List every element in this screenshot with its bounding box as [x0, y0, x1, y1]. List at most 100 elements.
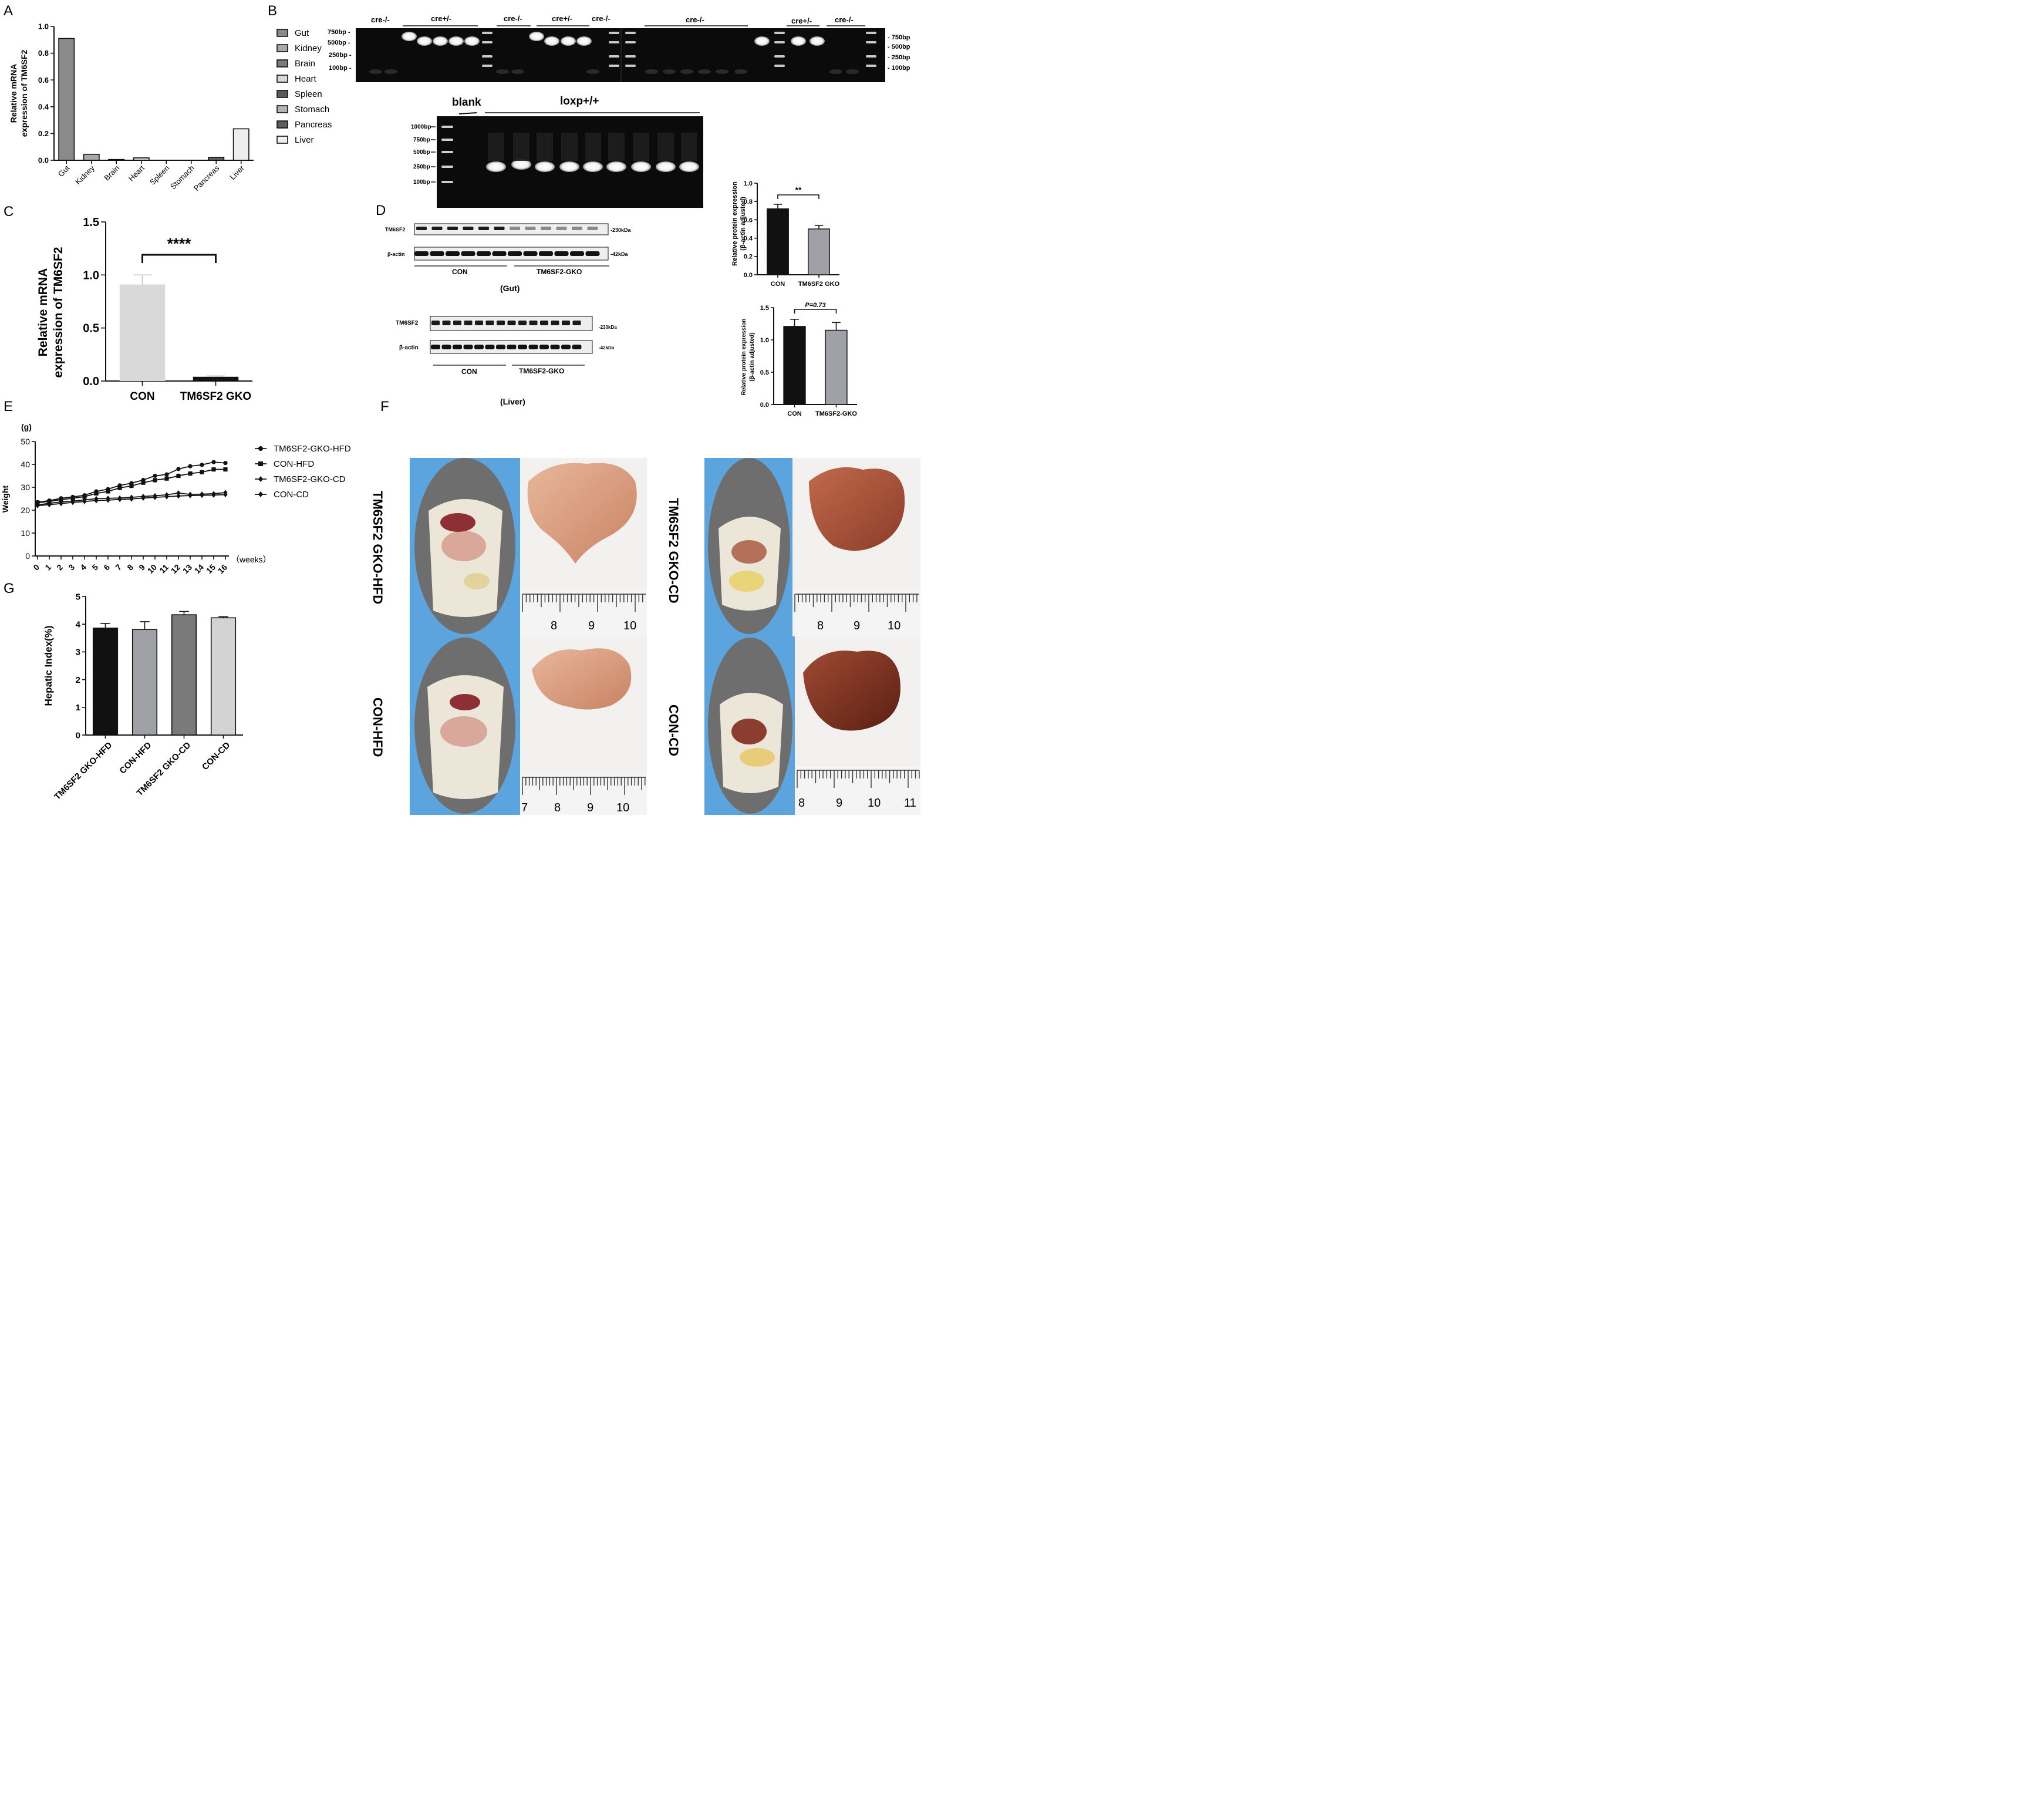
blot-band-actin — [570, 251, 584, 256]
significance-label: **** — [167, 235, 191, 252]
data-point — [164, 472, 169, 477]
blot-band-tm6sf2 — [510, 227, 520, 230]
panel-letter-f: F — [380, 399, 389, 414]
blot-d-liver-bands — [431, 321, 582, 349]
gel-b-size-750-left: 750bp - — [328, 29, 350, 36]
data-point — [223, 461, 228, 466]
blot-band-actin — [518, 345, 527, 349]
blot-band-actin — [554, 251, 569, 256]
y-axis-label: Weight — [1, 485, 10, 513]
data-point — [188, 493, 193, 498]
photo-gko-hfd-mouse — [410, 458, 520, 636]
data-point — [188, 464, 193, 468]
x-tick-label: TM6SF2-GKO — [815, 410, 857, 417]
photo-label-con-cd: CON-CD — [666, 705, 681, 756]
blot-band-tm6sf2 — [416, 227, 427, 230]
blot-d-liver-kda-230: -230kDa — [599, 325, 617, 330]
y-tick-label: 0.0 — [744, 272, 753, 279]
data-point — [106, 489, 110, 494]
bar-con — [783, 326, 806, 405]
ladder-band — [866, 55, 876, 58]
ruler-bottom-right: 8 9 10 11 — [795, 767, 920, 815]
data-point — [211, 467, 216, 472]
bar-tm6sf2-gko-hfd — [92, 628, 119, 736]
gel-b-ladder-250: 250bp — [413, 164, 430, 170]
legend-label: CON-CD — [274, 490, 309, 500]
x-tick-label: 16 — [216, 562, 229, 575]
ladder-band — [625, 65, 636, 67]
ladder-band — [441, 166, 453, 168]
data-point — [164, 494, 169, 500]
x-tick-label: 7 — [113, 562, 123, 572]
x-tick-label: Kidney — [73, 163, 96, 186]
blot-band-actin — [485, 345, 495, 349]
data-point — [94, 491, 99, 496]
y-axis-label: (β-actin adjusted) — [740, 197, 747, 251]
blot-band-tm6sf2 — [478, 227, 489, 230]
blot-band-tm6sf2 — [453, 321, 461, 325]
gel-b-group-6: cre-/- — [686, 15, 704, 24]
x-tick-label: CON — [771, 281, 785, 288]
blot-band-tm6sf2 — [556, 227, 567, 230]
gel-b-size-100-right: - 100bp — [888, 65, 910, 72]
blot-band-tm6sf2 — [551, 321, 559, 325]
gel-b-loxp-label: loxp+/+ — [560, 95, 599, 107]
gel-band — [402, 32, 417, 41]
primer-smear — [369, 69, 382, 74]
data-point — [59, 501, 63, 507]
y-tick-label: 30 — [21, 483, 30, 492]
y-tick-label: 4 — [76, 619, 81, 629]
y-tick-label: 10 — [21, 528, 30, 538]
x-tick-label: CON-CD — [200, 740, 232, 773]
gel-lane-smear — [537, 133, 553, 161]
ladder-band — [482, 32, 493, 34]
data-point — [70, 496, 75, 501]
panel-letter-d: D — [376, 203, 386, 218]
gel-lane-smear — [513, 133, 529, 161]
y-tick-label: 40 — [21, 460, 30, 469]
gel-lane-smear — [585, 133, 601, 161]
blot-band-tm6sf2 — [494, 227, 505, 230]
gel-b-group-3: cre-/- — [504, 14, 522, 23]
photo-label-con-hfd: CON-HFD — [370, 697, 385, 757]
gel-band — [544, 36, 559, 46]
legend-marker — [258, 461, 263, 466]
y-tick-label: 0.4 — [38, 102, 49, 111]
blot-band-tm6sf2 — [562, 321, 570, 325]
gel-band — [535, 161, 555, 172]
significance-label: ** — [795, 185, 802, 194]
ruler-top-right: 8 9 10 — [792, 589, 920, 636]
y-tick-label: 1.5 — [760, 305, 769, 312]
x-axis-unit: （weeks） — [231, 555, 271, 564]
y-axis-unit: (g) — [21, 422, 32, 432]
ladder-band — [609, 55, 619, 58]
gel-b-top: 750bp - 500bp - 250bp - 100bp - - 750bp … — [328, 14, 910, 82]
data-point — [35, 503, 40, 508]
photo-label-gko-cd: TM6SF2 GKO-CD — [666, 498, 681, 604]
x-tick-label: Pancreas — [192, 163, 221, 193]
primer-smear — [698, 69, 711, 74]
blot-band-tm6sf2 — [431, 227, 443, 230]
photo-label-gko-hfd: TM6SF2 GKO-HFD — [370, 491, 385, 604]
x-tick-label: 2 — [55, 562, 65, 572]
y-tick-label: 0.0 — [38, 156, 49, 165]
y-axis-label: Relative protein expression — [741, 319, 747, 396]
legend-swatch — [276, 136, 288, 144]
blot-band-actin — [431, 345, 440, 349]
panel-letter-c: C — [4, 204, 14, 220]
y-tick-label: 0.0 — [760, 402, 769, 409]
blot-band-tm6sf2 — [497, 321, 505, 325]
y-tick-label: 0 — [25, 551, 30, 561]
data-point — [211, 492, 216, 498]
legend-label: Stomach — [295, 105, 329, 114]
blot-d-gut-row-actin: β-actin — [387, 251, 405, 257]
gel-band — [464, 36, 480, 46]
data-point — [129, 496, 134, 502]
primer-smear — [511, 69, 524, 74]
x-tick-label: 9 — [137, 562, 147, 572]
legend-label: Brain — [295, 59, 315, 69]
gel-band — [754, 36, 770, 46]
ladder-band — [774, 65, 785, 67]
gel-b-ladder-100: 100bp — [413, 179, 430, 186]
